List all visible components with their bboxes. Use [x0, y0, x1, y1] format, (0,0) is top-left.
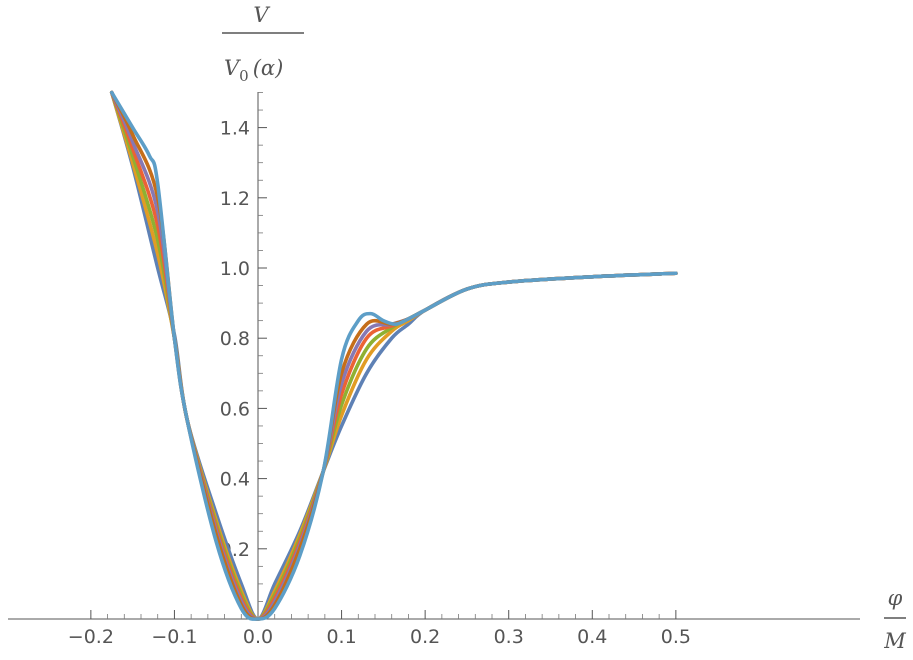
y-tick-label: 0.4	[220, 469, 250, 491]
y-label-denominator: V0 (α)	[224, 56, 283, 85]
x-axis-label: φ M	[883, 586, 906, 653]
x-tick-label: 0.3	[494, 626, 524, 648]
series-line-5	[109, 90, 678, 621]
y-ticks: 0.20.40.60.81.01.21.4	[220, 92, 267, 602]
y-label-denominator-main: V	[224, 56, 241, 80]
x-tick-label: −0.2	[68, 626, 114, 648]
series-line-6	[109, 90, 678, 621]
x-tick-label: −0.1	[151, 626, 197, 648]
y-tick-label: 0.8	[220, 328, 250, 350]
series-line-1	[109, 90, 678, 621]
x-label-numerator: φ	[888, 586, 903, 610]
y-label-numerator: V	[253, 3, 270, 27]
series-line-4	[109, 90, 678, 621]
x-ticks: −0.2 −0.1 0.0 0.1 0.2 0.3 0.4 0.5	[68, 610, 691, 648]
y-tick-label: 0.6	[220, 398, 250, 420]
y-label-denominator-sub: 0	[239, 67, 249, 85]
y-label-denominator-arg: (α)	[253, 56, 284, 80]
series-group	[109, 90, 678, 621]
x-tick-label: 0.5	[661, 626, 691, 648]
y-tick-label: 1.4	[220, 118, 250, 140]
y-axis-label: V V0 (α)	[222, 3, 304, 85]
series-line-7	[109, 90, 678, 621]
x-tick-label: 0.4	[577, 626, 607, 648]
x-tick-label: 0.0	[243, 626, 273, 648]
series-line-3	[109, 90, 678, 621]
x-label-denominator: M	[883, 629, 906, 653]
y-tick-label: 1.0	[220, 258, 250, 280]
series-line-2	[109, 90, 678, 621]
x-tick-label: 0.2	[410, 626, 440, 648]
x-tick-label: 0.1	[326, 626, 356, 648]
y-tick-label: 1.2	[220, 188, 250, 210]
